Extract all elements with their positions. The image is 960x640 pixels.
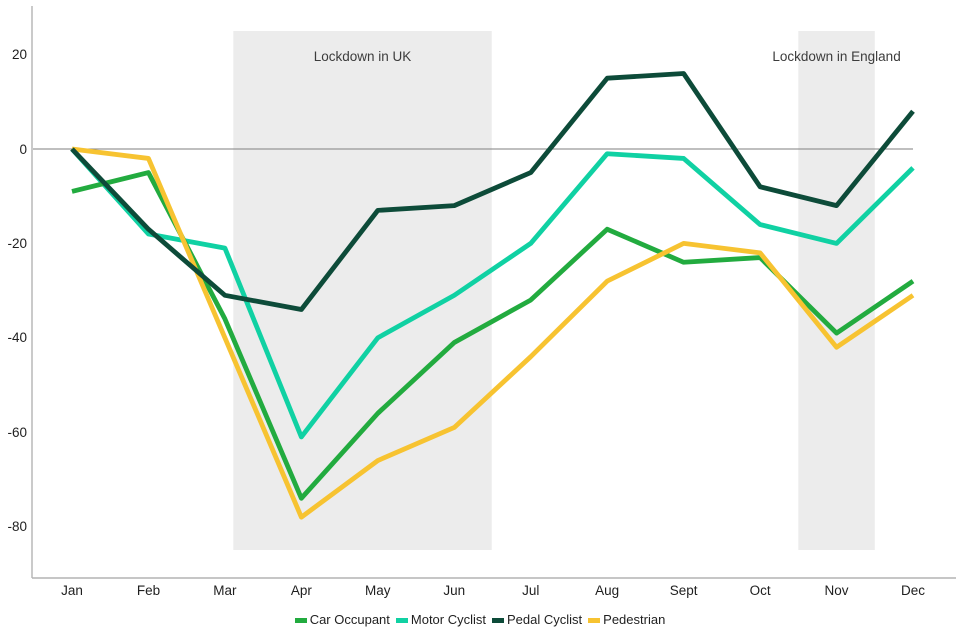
- series-line-pedal-cyclist: [70, 71, 915, 312]
- legend-item: Car Occupant: [294, 612, 390, 628]
- region-annotation-uk: Lockdown in UK: [313, 49, 412, 64]
- legend-item: Motor Cyclist: [395, 612, 487, 628]
- y-tick-label: -80: [7, 519, 27, 535]
- x-tick-label: Sept: [669, 583, 698, 598]
- x-tick-label: Mar: [213, 583, 237, 598]
- series-line-car-occupant: [71, 170, 915, 501]
- y-tick-label: -20: [7, 235, 27, 251]
- legend-swatch: [395, 617, 408, 623]
- x-tick-label: Oct: [749, 583, 771, 598]
- legend-label: Pedal Cyclist: [507, 612, 583, 627]
- x-tick-label: Jan: [61, 583, 83, 598]
- x-tick-label: Aug: [595, 583, 620, 598]
- legend-item: Pedal Cyclist: [492, 612, 582, 628]
- chart-legend: Car Occupant Motor Cyclist Pedal Cyclist Pe…: [0, 612, 960, 628]
- lockdown-region: [798, 31, 875, 550]
- legend-swatch: [294, 617, 307, 623]
- series-line-motor-cyclist: [70, 147, 915, 440]
- region-annotation-england: Lockdown in England: [772, 49, 901, 64]
- y-tick-label: 0: [19, 141, 27, 157]
- x-tick-label: Nov: [824, 583, 849, 598]
- y-tick-label: -60: [7, 424, 27, 440]
- x-tick-label: Dec: [900, 583, 926, 598]
- x-tick-label: Feb: [136, 583, 161, 598]
- series-line-pedestrian: [71, 146, 915, 520]
- x-tick-label: Apr: [290, 583, 312, 598]
- legend-item: Pedestrian: [588, 612, 665, 628]
- legend-label: Car Occupant: [309, 612, 390, 627]
- legend-swatch: [492, 617, 505, 623]
- legend-label: Motor Cyclist: [410, 612, 487, 627]
- y-tick-label: -40: [7, 330, 27, 346]
- y-tick-label: 20: [11, 47, 27, 63]
- x-tick-label: May: [365, 583, 391, 598]
- x-tick-label: Jul: [522, 583, 540, 598]
- legend-swatch: [588, 617, 601, 623]
- x-tick-label: Jun: [443, 583, 466, 598]
- legend-label: Pedestrian: [603, 612, 666, 627]
